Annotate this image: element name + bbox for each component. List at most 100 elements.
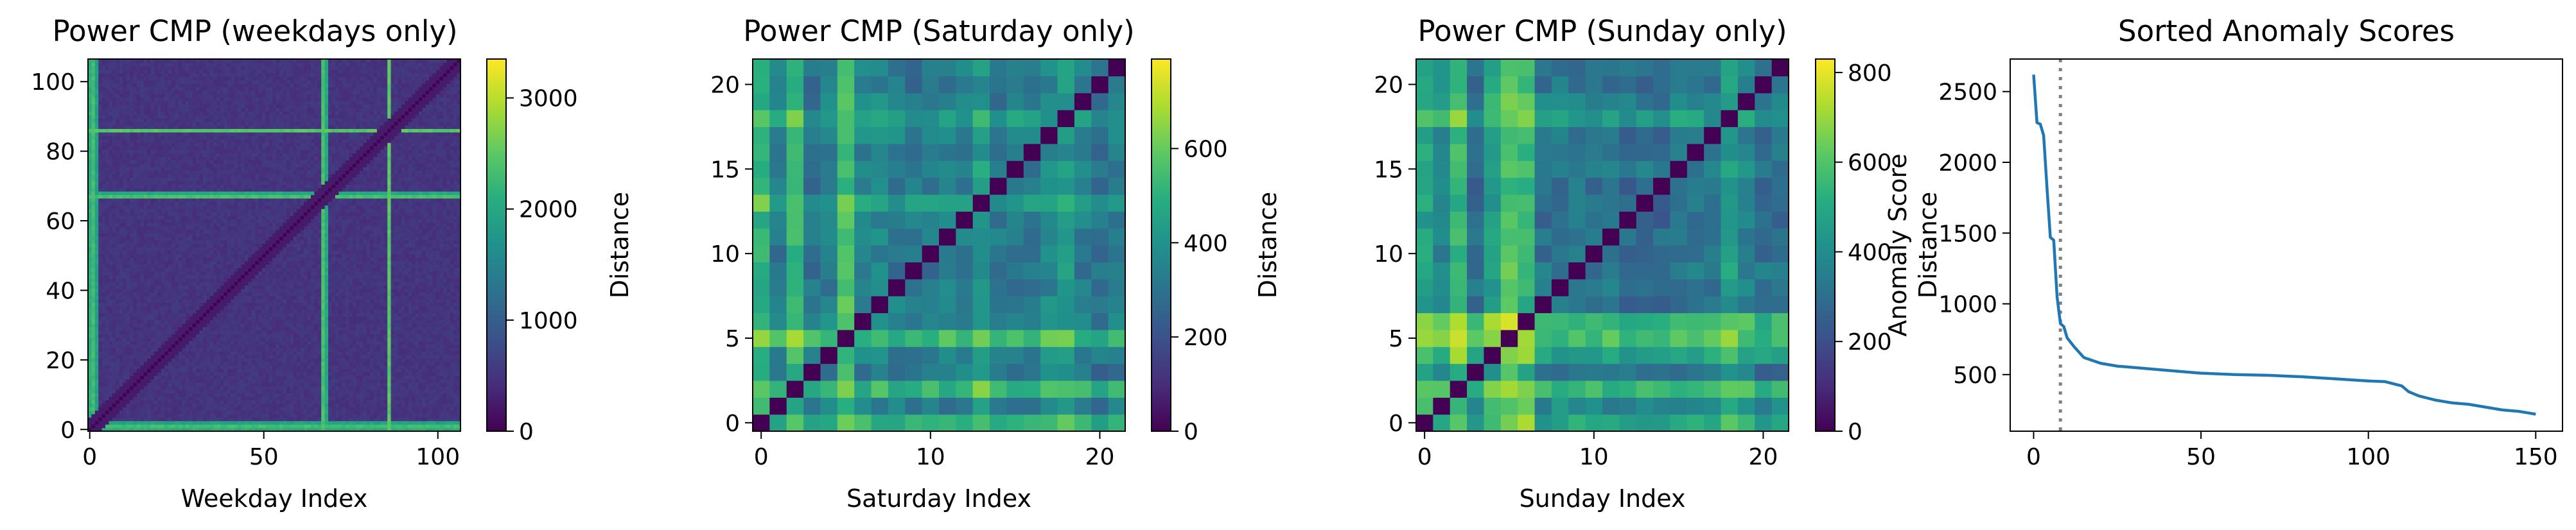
heatmap-cell: [94, 396, 99, 400]
heatmap-cell: [408, 410, 412, 415]
heatmap-cell: [310, 337, 315, 341]
heatmap-cell: [425, 358, 430, 363]
heatmap-cell: [130, 305, 134, 310]
heatmap-cell: [321, 295, 326, 300]
heatmap-cell: [376, 358, 381, 363]
heatmap-cell: [255, 316, 259, 321]
heatmap-cell: [401, 413, 405, 418]
heatmap-cell: [216, 410, 221, 415]
heatmap-cell: [178, 351, 182, 355]
heatmap-cell: [324, 354, 329, 359]
heatmap-cell: [238, 386, 242, 390]
heatmap-cell: [258, 361, 263, 366]
heatmap-cell: [130, 327, 134, 331]
heatmap-cell: [109, 295, 113, 300]
heatmap-cell: [442, 344, 447, 348]
heatmap-cell: [342, 278, 346, 282]
heatmap-cell: [119, 379, 123, 383]
heatmap-cell: [293, 288, 297, 293]
heatmap-cell: [342, 368, 346, 373]
heatmap-cell: [342, 410, 346, 415]
heatmap-cell: [196, 337, 200, 341]
heatmap-cell: [310, 312, 315, 317]
heatmap-cell: [398, 281, 402, 286]
heatmap-cell: [446, 386, 451, 390]
heatmap-cell: [268, 285, 273, 289]
heatmap-cell: [91, 386, 96, 390]
heatmap-cell: [251, 292, 256, 296]
heatmap-cell: [171, 351, 176, 355]
heatmap-cell: [251, 268, 256, 272]
heatmap-cell: [213, 323, 218, 327]
heatmap-cell: [390, 316, 395, 321]
heatmap-cell: [356, 295, 360, 300]
heatmap-cell: [234, 375, 238, 380]
heatmap-cell: [408, 347, 412, 352]
heatmap-cell: [425, 309, 430, 314]
heatmap-cell: [297, 372, 301, 376]
heatmap-cell: [418, 368, 423, 373]
heatmap-cell: [290, 302, 294, 307]
heatmap-cell: [178, 285, 182, 289]
heatmap-cell: [238, 271, 242, 275]
heatmap-cell: [94, 344, 99, 348]
heatmap-cell: [262, 375, 267, 380]
heatmap-cell: [370, 420, 374, 425]
heatmap-cell: [223, 278, 228, 282]
heatmap-cell: [171, 403, 176, 407]
heatmap-cell: [376, 351, 381, 355]
heatmap-cell: [321, 309, 326, 314]
heatmap-cell: [338, 403, 343, 407]
heatmap-cell: [178, 382, 182, 387]
heatmap-cell: [112, 403, 116, 407]
heatmap-cell: [223, 309, 228, 314]
heatmap-cell: [432, 309, 437, 314]
heatmap-cell: [450, 347, 454, 352]
heatmap-cell: [297, 413, 301, 418]
heatmap-cell: [450, 403, 454, 407]
heatmap-cell: [373, 347, 378, 352]
heatmap-cell: [258, 344, 263, 348]
heatmap-cell: [171, 375, 176, 380]
heatmap-cell: [216, 323, 221, 327]
heatmap-cell: [432, 275, 437, 279]
heatmap-cell: [105, 358, 110, 363]
heatmap-cell: [150, 281, 155, 286]
heatmap-cell: [192, 413, 197, 418]
heatmap-cell: [422, 323, 426, 327]
heatmap-cell: [370, 337, 374, 341]
heatmap-cell: [317, 309, 322, 314]
heatmap-cell: [157, 368, 162, 373]
heatmap-cell: [231, 285, 235, 289]
heatmap-cell: [293, 403, 297, 407]
heatmap-cell: [457, 413, 461, 418]
heatmap-cell: [359, 393, 364, 397]
heatmap-cell: [370, 288, 374, 293]
heatmap-cell: [321, 420, 326, 425]
heatmap-cell: [317, 278, 322, 282]
heatmap-cell: [268, 417, 273, 422]
heatmap-cell: [157, 389, 162, 393]
heatmap-cell: [126, 278, 130, 282]
heatmap-cell: [317, 410, 322, 415]
heatmap-cell: [276, 275, 280, 279]
heatmap-cell: [272, 351, 277, 355]
heatmap-cell: [300, 365, 304, 370]
heatmap-cell: [366, 337, 371, 341]
heatmap-cell: [321, 396, 326, 400]
heatmap-cell: [268, 275, 273, 279]
heatmap-cell: [279, 312, 284, 317]
heatmap-cell: [293, 351, 297, 355]
heatmap-cell: [143, 427, 148, 432]
heatmap-cell: [366, 417, 371, 422]
heatmap-cell: [199, 316, 204, 321]
heatmap-cell: [394, 302, 399, 307]
heatmap-cell: [101, 275, 106, 279]
heatmap-cell: [241, 275, 245, 279]
heatmap-cell: [140, 396, 145, 400]
heatmap-cell: [133, 393, 137, 397]
heatmap-cell: [147, 368, 152, 373]
heatmap-cell: [412, 372, 416, 376]
heatmap-cell: [314, 365, 319, 370]
heatmap-cell: [272, 323, 277, 327]
